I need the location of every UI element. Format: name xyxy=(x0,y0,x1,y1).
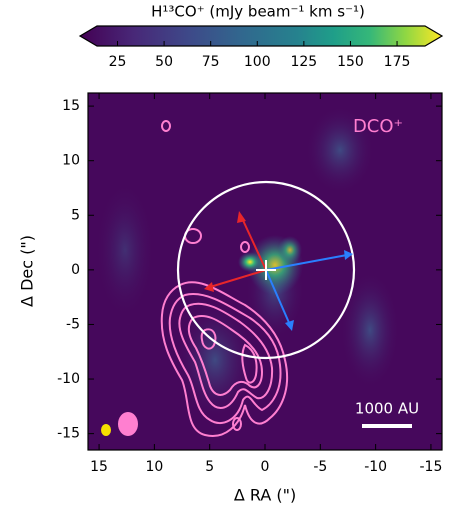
x-tick-label: -5 xyxy=(313,459,327,475)
beam xyxy=(101,424,111,436)
contours xyxy=(160,120,289,437)
contour-label: DCO⁺ xyxy=(353,116,403,137)
beam xyxy=(118,412,138,436)
outflow-arrows xyxy=(204,211,353,331)
x-tick-label: -15 xyxy=(420,459,443,475)
colorbar-tick-label: 175 xyxy=(384,54,411,70)
colorbar-tick-label: 50 xyxy=(155,54,173,70)
y-tick-label: 15 xyxy=(62,98,80,114)
y-tick-label: -5 xyxy=(66,316,80,332)
y-tick-label: 0 xyxy=(71,262,80,278)
y-tick-label: 10 xyxy=(62,153,80,169)
y-tick-label: -10 xyxy=(57,371,80,387)
colorbar-tick-label: 100 xyxy=(244,54,271,70)
image xyxy=(88,93,442,450)
y-tick-label: -15 xyxy=(57,426,80,442)
colorbar-tick-label: 25 xyxy=(109,54,127,70)
x-tick-label: 0 xyxy=(261,459,270,475)
source-cross xyxy=(256,260,276,280)
x-tick-label: -10 xyxy=(364,459,387,475)
colorbar-label: H¹³CO⁺ (mJy beam⁻¹ km s⁻¹) xyxy=(151,3,365,21)
x-axis-label: Δ RA (") xyxy=(234,486,296,505)
beam-circle xyxy=(176,180,356,360)
y-axis-label: Δ Dec (") xyxy=(18,235,37,307)
x-tick-label: 10 xyxy=(145,459,163,475)
colorbar-tick-label: 150 xyxy=(337,54,364,70)
scale-bar-label: 1000 AU xyxy=(355,400,419,418)
y-tick-label: 5 xyxy=(71,207,80,223)
x-tick-label: 15 xyxy=(90,459,108,475)
colorbar xyxy=(78,25,444,47)
colorbar-tick-label: 125 xyxy=(290,54,317,70)
colorbar-tick-label: 75 xyxy=(202,54,220,70)
x-tick-label: 5 xyxy=(205,459,214,475)
